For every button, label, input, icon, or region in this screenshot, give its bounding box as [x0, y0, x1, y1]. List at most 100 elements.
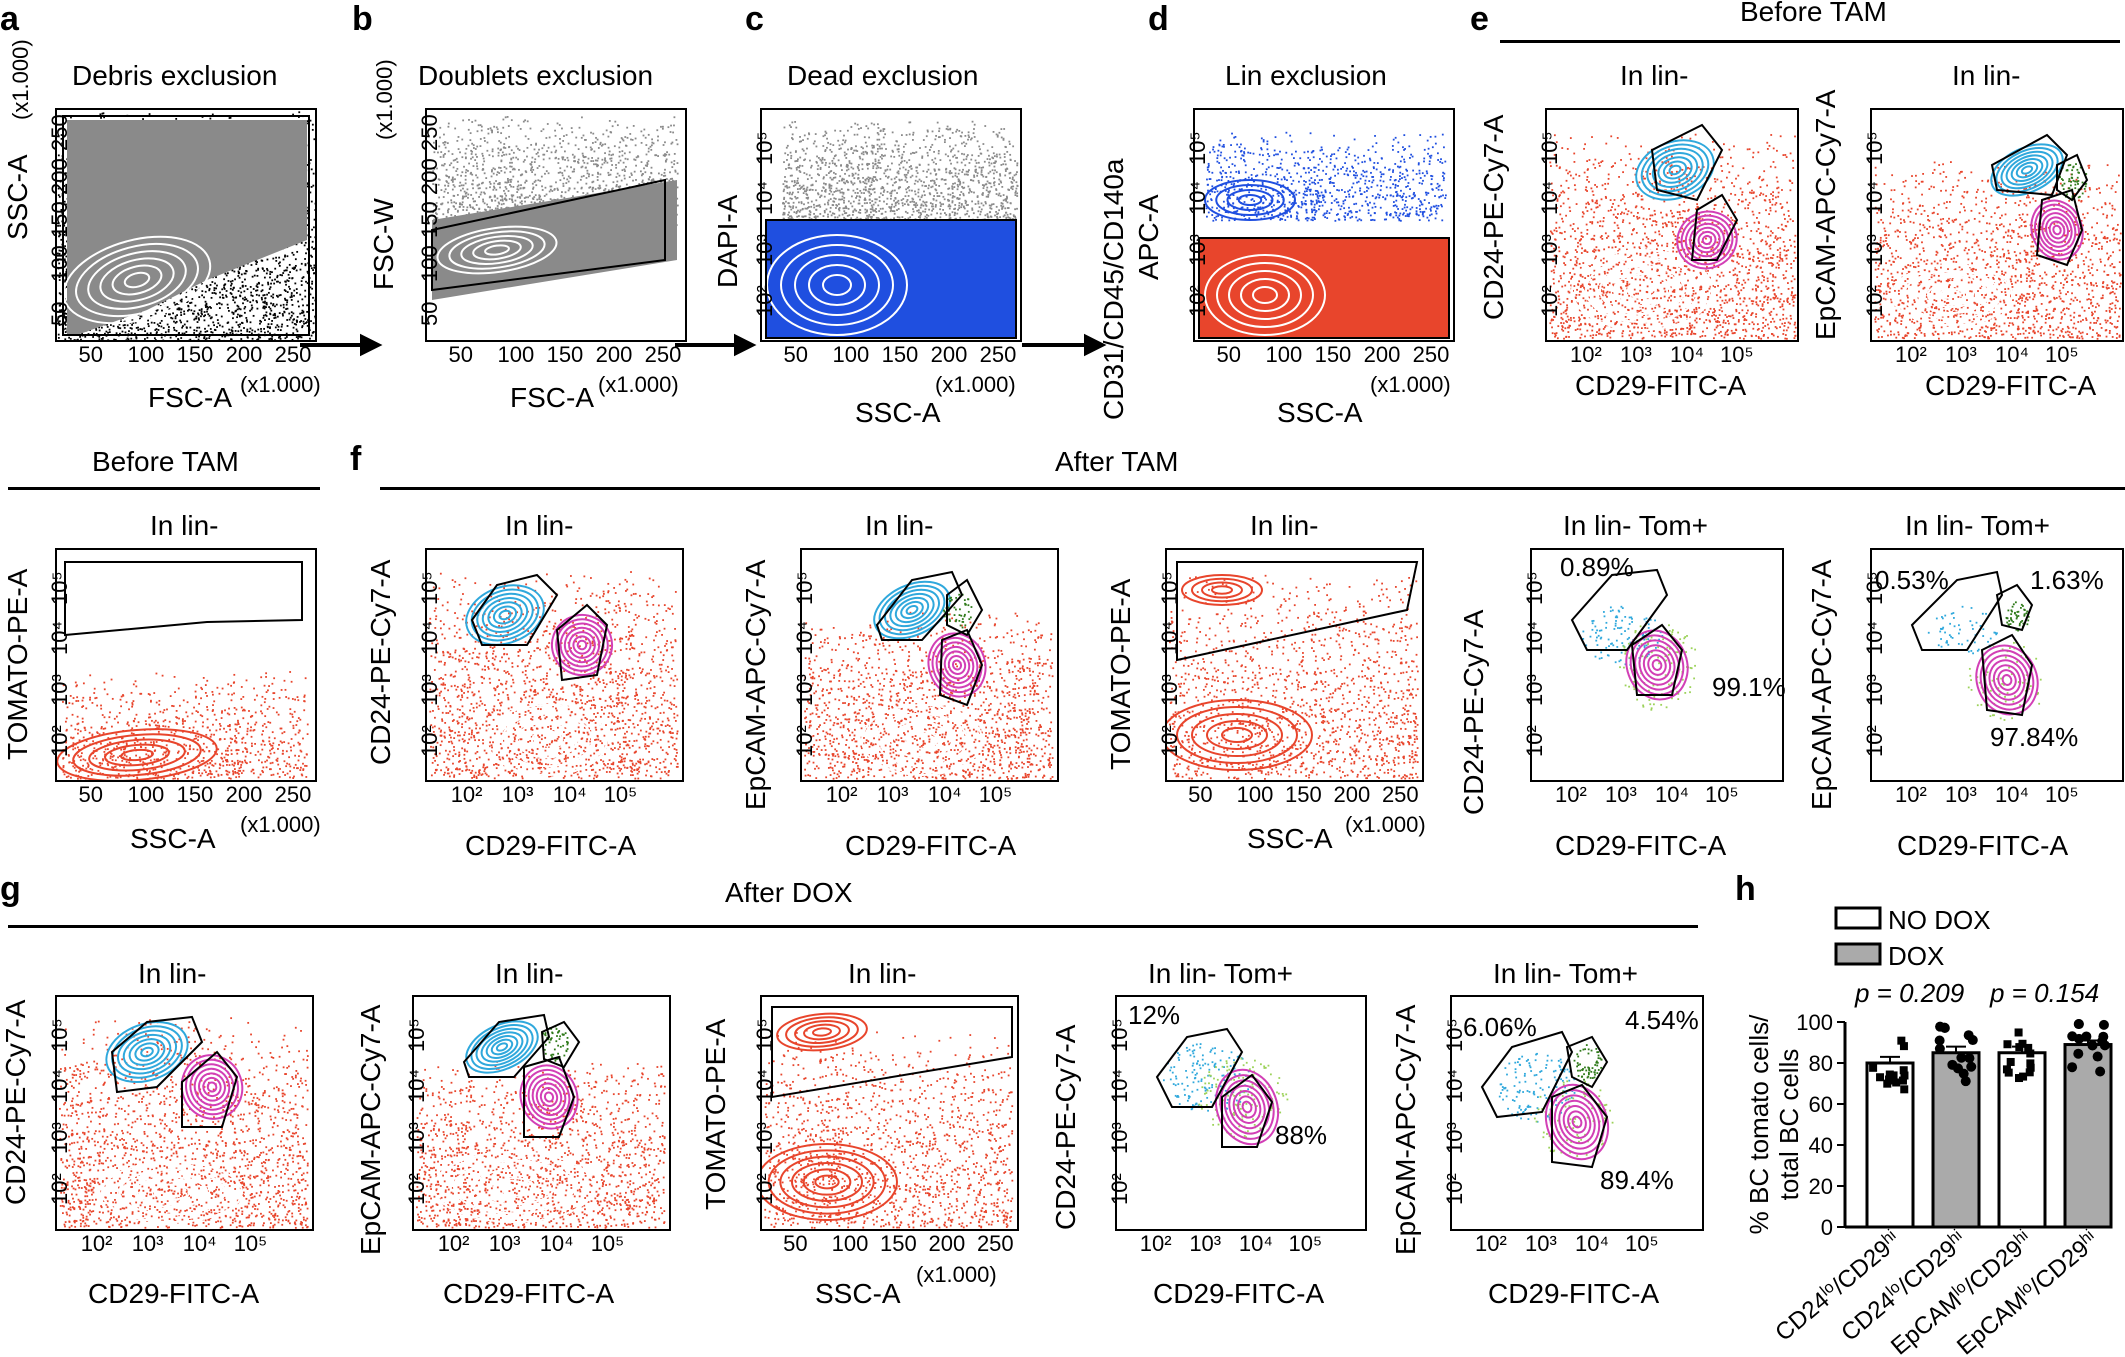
h-point-0-6: [1892, 1078, 1901, 1087]
plot-e1: [1545, 108, 1799, 342]
xlabel-g3: SSC-A: [815, 1278, 901, 1310]
h-ytick-label-5: 100: [1796, 1010, 1833, 1035]
h-point-1-2: [1960, 1076, 1971, 1087]
h-point-0-8: [1883, 1079, 1892, 1088]
plot-a-xtick-3: 200: [226, 342, 263, 368]
plot-f1-gate-cyan: [470, 573, 559, 646]
ylabel-f1: CD24-PE-Cy7-A: [365, 560, 397, 765]
title-g2: In lin-: [495, 958, 563, 990]
plot-a-ytick-3: 200: [47, 158, 73, 195]
plot-g5: [1450, 995, 1704, 1231]
plot-f2-contours: [861, 704, 983, 776]
plot-f3-xtick-2: 150: [1285, 782, 1322, 808]
plot-f2-cyan: [873, 580, 951, 640]
xlabel-g1: CD29-FITC-A: [88, 1278, 259, 1310]
plot-e1-canvas: [1549, 123, 1797, 340]
plot-f2-gate-magenta: [938, 628, 984, 707]
plot-f4-ytick-3: 10⁵: [1522, 571, 1548, 605]
plot-f5-canvas: [1910, 570, 2042, 721]
plot-f1-canvas: [429, 571, 679, 780]
plot-f5-ytick-2: 10⁴: [1862, 621, 1888, 655]
plot-btam-gate: [64, 561, 303, 637]
plot-f3-xtick-4: 250: [1382, 782, 1419, 808]
plot-b-ytick-0: 50: [417, 301, 443, 325]
pct-g5-mid: 4.54%: [1625, 1005, 1699, 1036]
title-lin: Lin exclusion: [1225, 60, 1387, 92]
plot-f4-ytick-1: 10³: [1522, 674, 1548, 706]
h-bar-3: [2063, 1043, 2113, 1229]
plot-g4-ytick-1: 10³: [1107, 1122, 1133, 1154]
title-dead: Dead exclusion: [787, 60, 978, 92]
plot-f3-red-dots: [1169, 574, 1419, 780]
h-point-3-3: [2092, 1051, 2103, 1062]
title-btam: In lin-: [150, 510, 218, 542]
plot-b-ytick-3: 200: [417, 158, 443, 195]
title-doublets: Doublets exclusion: [418, 60, 653, 92]
ylabel-e2: EpCAM-APC-Cy7-A: [1810, 90, 1842, 340]
plot-g1: [55, 995, 314, 1231]
plot-c-gate: [765, 219, 1017, 339]
plot-g5-canvas: [1480, 1030, 1614, 1169]
plot-f3-gate: [1176, 561, 1419, 662]
plot-g3-canvas: [762, 1006, 1014, 1229]
h-point-0-9: [1876, 1073, 1885, 1082]
plot-g1-magenta: [180, 1054, 244, 1120]
h-point-2-2: [2014, 1028, 2023, 1037]
plot-e1-gate-cyan: [1650, 123, 1724, 202]
plot-g3-gate: [771, 1006, 1013, 1099]
h-ytick-label-3: 60: [1809, 1092, 1833, 1117]
plot-a-xtick-1: 100: [128, 342, 165, 368]
h-point-0-5: [1869, 1063, 1878, 1072]
plot-g4-xtick-0: 10²: [1140, 1231, 1172, 1257]
h-point-3-10: [2073, 1048, 2084, 1059]
plot-e2-ytick-1: 10³: [1862, 234, 1888, 266]
ylabel-f3: TOMATO-PE-A: [1105, 579, 1137, 770]
ylabel-btam: TOMATO-PE-A: [2, 569, 34, 760]
plot-a-canvas: [57, 111, 315, 340]
ylabel-g3: TOMATO-PE-A: [700, 1019, 732, 1210]
plot-f5-xtick-3: 10⁵: [2045, 782, 2079, 808]
plot-a-gate: [62, 115, 310, 336]
xunit-b: (x1.000): [598, 372, 679, 398]
xlabel-f5: CD29-FITC-A: [1897, 830, 2068, 862]
ylabel-a: SSC-A: [2, 154, 34, 240]
h-point-1-9: [1935, 1021, 1946, 1032]
xlabel-f2: CD29-FITC-A: [845, 830, 1016, 862]
xunit-f3: (x1.000): [1345, 812, 1426, 838]
plot-btam-ytick-0: 10²: [47, 725, 73, 757]
xlabel-g5: CD29-FITC-A: [1488, 1278, 1659, 1310]
h-point-3-13: [2095, 1066, 2106, 1077]
plot-f3-ytick-3: 10⁵: [1157, 571, 1183, 605]
panel-label-h: h: [1735, 870, 1756, 909]
plot-f2-ytick-2: 10⁴: [792, 621, 818, 655]
plot-f5-xtick-2: 10⁴: [1995, 782, 2029, 808]
plot-f1-ytick-0: 10²: [417, 725, 443, 757]
h-ylabel-2: total BC cells: [1774, 1049, 1804, 1201]
title-f4: In lin- Tom+: [1563, 510, 1708, 542]
plot-f2-canvas: [804, 570, 1054, 780]
plot-g4-ytick-3: 10⁵: [1107, 1019, 1133, 1053]
plot-c-xtick-0: 50: [784, 342, 808, 368]
plot-f4-xtick-2: 10⁴: [1655, 782, 1689, 808]
arrow-b-c-head: [734, 333, 757, 357]
plot-f2-xtick-2: 10⁴: [928, 782, 962, 808]
plot-a-ytick-0: 50: [47, 301, 73, 325]
pct-f5-hi: 97.84%: [1990, 722, 2078, 753]
plot-f3-ytick-1: 10³: [1157, 674, 1183, 706]
pct-g4-lo: 12%: [1128, 1000, 1180, 1031]
plot-btam-xtick-4: 250: [275, 782, 312, 808]
plot-f4-gate-cyan: [1570, 568, 1669, 651]
plot-c-canvas: [765, 120, 1019, 339]
pct-g5-lo: 6.06%: [1463, 1012, 1537, 1043]
h-point-3-8: [2098, 1031, 2109, 1042]
plot-btam-xtick-2: 150: [177, 782, 214, 808]
h-point-0-0: [1889, 1071, 1898, 1080]
plot-btam-ytick-1: 10³: [47, 674, 73, 706]
plot-f5-cyan-dots: [1927, 605, 1998, 655]
plot-f4: [1530, 548, 1784, 782]
plot-g4-gate-magenta: [1221, 1073, 1274, 1148]
plot-c-ytick-0: 10²: [752, 285, 778, 317]
h-point-2-8: [2018, 1039, 2027, 1048]
plot-e1-xtick-1: 10³: [1620, 342, 1652, 368]
h-xlabel-2: EpCAMlo/CD29hi: [1886, 1227, 2038, 1357]
